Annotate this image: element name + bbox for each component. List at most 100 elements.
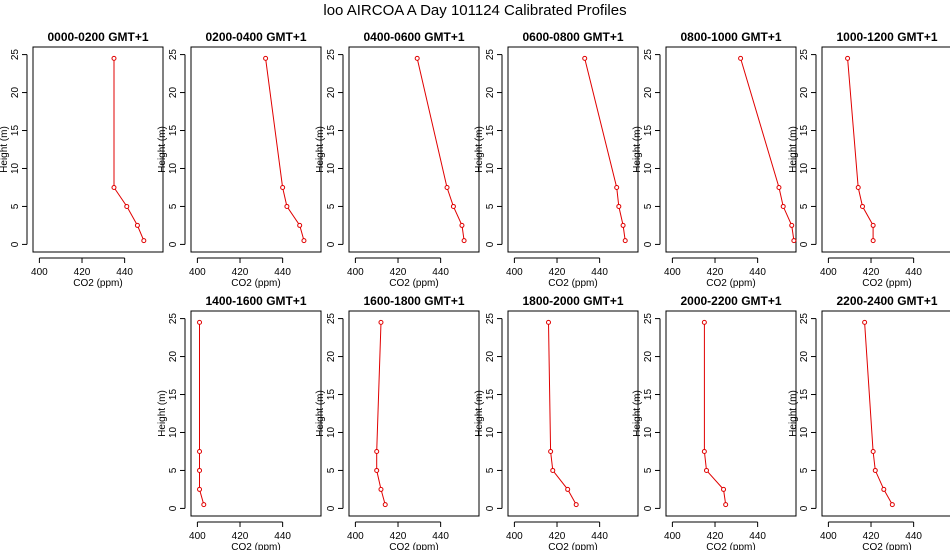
x-axis-label: CO2 (ppm) — [73, 278, 122, 289]
y-axis-label: Height (m) — [157, 126, 168, 173]
y-tick-label: 0 — [799, 241, 810, 247]
data-point — [701, 319, 707, 325]
data-point — [738, 55, 744, 61]
data-point — [444, 184, 450, 190]
x-tick-label: 420 — [549, 267, 566, 278]
x-tick-label: 420 — [549, 531, 566, 542]
data-point — [548, 448, 554, 454]
x-tick-label: 400 — [506, 531, 523, 542]
x-tick-label: 440 — [432, 531, 449, 542]
y-tick-label: 0 — [643, 241, 654, 247]
data-point — [111, 184, 117, 190]
x-axis-label: CO2 (ppm) — [389, 278, 438, 289]
plot-frame — [507, 310, 639, 517]
y-tick-label: 15 — [799, 389, 810, 401]
y-axis-label: Height (m) — [788, 390, 799, 437]
data-point — [776, 184, 782, 190]
data-point — [614, 184, 620, 190]
x-tick-label: 420 — [74, 267, 91, 278]
y-tick-label: 10 — [799, 162, 810, 174]
x-tick-label: 440 — [116, 267, 133, 278]
x-axis-label: CO2 (ppm) — [548, 542, 597, 550]
x-tick-label: 420 — [390, 531, 407, 542]
y-tick-label: 15 — [643, 125, 654, 137]
data-point — [374, 448, 380, 454]
y-tick-label: 5 — [10, 203, 21, 209]
y-tick-label: 0 — [168, 241, 179, 247]
plot-frame — [190, 46, 322, 253]
data-point — [111, 55, 117, 61]
x-axis-label: CO2 (ppm) — [231, 278, 280, 289]
data-point — [197, 448, 203, 454]
data-point — [284, 203, 290, 209]
panel-title: 0000-0200 GMT+1 — [47, 30, 148, 44]
x-tick-label: 440 — [274, 531, 291, 542]
x-tick-label: 440 — [591, 531, 608, 542]
profile-line — [740, 58, 795, 241]
data-point — [701, 448, 707, 454]
panel-title: 1600-1800 GMT+1 — [363, 294, 464, 308]
data-point — [450, 203, 456, 209]
y-axis-label: Height (m) — [315, 126, 326, 173]
y-axis-label: Height (m) — [315, 390, 326, 437]
x-axis-label: CO2 (ppm) — [231, 542, 280, 550]
y-tick-label: 15 — [326, 389, 337, 401]
y-tick-label: 5 — [799, 203, 810, 209]
data-point — [582, 55, 588, 61]
plot-frame — [665, 310, 797, 517]
data-point — [374, 467, 380, 473]
x-axis-label: CO2 (ppm) — [706, 542, 755, 550]
data-point — [297, 222, 303, 228]
data-point — [301, 238, 307, 244]
data-point — [461, 238, 467, 244]
data-point — [889, 502, 895, 508]
data-point — [124, 203, 130, 209]
x-tick-label: 440 — [432, 267, 449, 278]
x-tick-label: 440 — [905, 267, 922, 278]
profile-line — [376, 322, 386, 505]
y-axis-label: Height (m) — [157, 390, 168, 437]
y-tick-label: 0 — [485, 241, 496, 247]
x-tick-label: 420 — [390, 267, 407, 278]
y-tick-label: 15 — [10, 125, 21, 137]
y-tick-label: 25 — [643, 313, 654, 325]
y-tick-label: 0 — [643, 505, 654, 511]
data-point — [870, 238, 876, 244]
y-tick-label: 5 — [326, 467, 337, 473]
panel-title: 1000-1200 GMT+1 — [836, 30, 937, 44]
x-tick-label: 420 — [232, 267, 249, 278]
data-point — [459, 222, 465, 228]
profile-line — [113, 58, 145, 241]
plot-frame — [190, 310, 322, 517]
x-tick-label: 400 — [31, 267, 48, 278]
x-tick-label: 400 — [820, 531, 837, 542]
y-tick-label: 25 — [799, 313, 810, 325]
y-tick-label: 10 — [799, 426, 810, 438]
data-point — [622, 238, 628, 244]
y-tick-label: 10 — [643, 426, 654, 438]
plot-frame — [507, 46, 639, 253]
y-tick-label: 10 — [485, 426, 496, 438]
y-tick-label: 25 — [485, 49, 496, 61]
plot-frame — [821, 46, 950, 253]
x-tick-label: 400 — [664, 531, 681, 542]
x-axis-label: CO2 (ppm) — [706, 278, 755, 289]
data-point — [414, 55, 420, 61]
y-tick-label: 0 — [799, 505, 810, 511]
profile-line — [847, 58, 874, 241]
x-tick-label: 420 — [707, 531, 724, 542]
x-tick-label: 400 — [189, 267, 206, 278]
data-point — [263, 55, 269, 61]
data-point — [872, 467, 878, 473]
y-axis-label: Height (m) — [474, 390, 485, 437]
y-tick-label: 10 — [485, 162, 496, 174]
x-tick-label: 400 — [347, 531, 364, 542]
y-tick-label: 25 — [326, 49, 337, 61]
data-point — [862, 319, 868, 325]
